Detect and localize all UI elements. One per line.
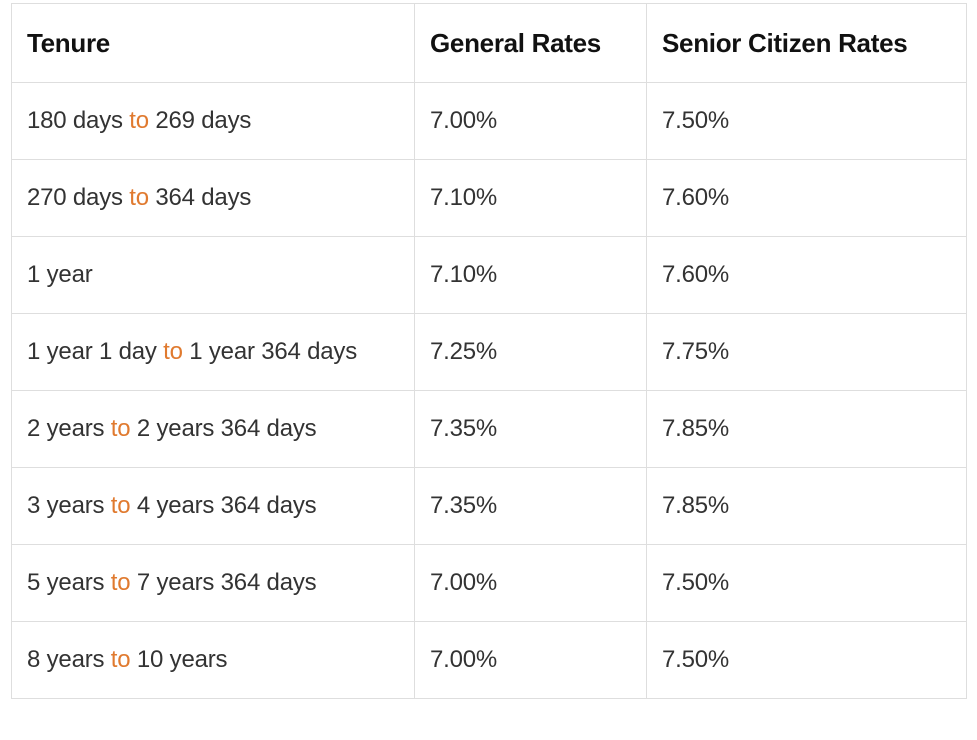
table-body: 180 days to 269 days 7.00% 7.50% 270 days t… bbox=[11, 82, 967, 699]
senior-rate-cell: 7.75% bbox=[646, 313, 967, 391]
tenure-start: 8 years bbox=[27, 646, 105, 673]
senior-rate-cell: 7.60% bbox=[646, 236, 967, 314]
general-rate-cell: 7.35% bbox=[414, 390, 647, 468]
general-rate-cell: 7.10% bbox=[414, 159, 647, 237]
senior-rate-cell: 7.50% bbox=[646, 544, 967, 622]
header-senior-citizen-rates: Senior Citizen Rates bbox=[646, 3, 967, 83]
tenure-cell: 2 years to 2 years 364 days bbox=[11, 390, 415, 468]
senior-rate-cell: 7.50% bbox=[646, 621, 967, 699]
tenure-end: 10 years bbox=[136, 646, 228, 673]
general-rate-cell: 7.00% bbox=[414, 544, 647, 622]
tenure-end: 364 days bbox=[155, 184, 252, 211]
general-rate-cell: 7.00% bbox=[414, 621, 647, 699]
table-row: 3 years to 4 years 364 days 7.35% 7.85% bbox=[11, 467, 967, 545]
tenure-cell: 1 year bbox=[11, 236, 415, 314]
general-rate-cell: 7.35% bbox=[414, 467, 647, 545]
tenure-start: 180 days bbox=[27, 107, 123, 134]
senior-rate-cell: 7.50% bbox=[646, 82, 967, 160]
tenure-cell: 270 days to 364 days bbox=[11, 159, 415, 237]
tenure-start: 1 year bbox=[27, 261, 93, 288]
tenure-to-word: to bbox=[129, 107, 149, 134]
header-row: Tenure General Rates Senior Citizen Rate… bbox=[11, 3, 967, 83]
general-rate-cell: 7.00% bbox=[414, 82, 647, 160]
tenure-end: 2 years 364 days bbox=[136, 415, 317, 442]
fd-rates-table: Tenure General Rates Senior Citizen Rate… bbox=[11, 3, 967, 699]
general-rate-cell: 7.10% bbox=[414, 236, 647, 314]
table-row: 2 years to 2 years 364 days 7.35% 7.85% bbox=[11, 390, 967, 468]
tenure-to-word: to bbox=[110, 569, 131, 596]
tenure-end: 4 years 364 days bbox=[136, 492, 317, 519]
table-row: 180 days to 269 days 7.00% 7.50% bbox=[11, 82, 967, 160]
senior-rate-cell: 7.60% bbox=[646, 159, 967, 237]
table-row: 1 year 7.10% 7.60% bbox=[11, 236, 967, 314]
tenure-start: 2 years bbox=[27, 415, 105, 442]
table-row: 8 years to 10 years 7.00% 7.50% bbox=[11, 621, 967, 699]
tenure-to-word: to bbox=[163, 338, 183, 365]
table-row: 1 year 1 day to 1 year 364 days 7.25% 7.75… bbox=[11, 313, 967, 391]
tenure-start: 1 year 1 day bbox=[27, 338, 157, 365]
tenure-to-word: to bbox=[110, 492, 131, 519]
senior-rate-cell: 7.85% bbox=[646, 467, 967, 545]
tenure-start: 270 days bbox=[27, 184, 123, 211]
tenure-cell: 1 year 1 day to 1 year 364 days bbox=[11, 313, 415, 391]
tenure-start: 3 years bbox=[27, 492, 105, 519]
tenure-cell: 3 years to 4 years 364 days bbox=[11, 467, 415, 545]
senior-rate-cell: 7.85% bbox=[646, 390, 967, 468]
tenure-to-word: to bbox=[110, 646, 131, 673]
header-tenure: Tenure bbox=[11, 3, 415, 83]
tenure-end: 7 years 364 days bbox=[136, 569, 317, 596]
header-general-rates: General Rates bbox=[414, 3, 647, 83]
table-row: 5 years to 7 years 364 days 7.00% 7.50% bbox=[11, 544, 967, 622]
tenure-to-word: to bbox=[110, 415, 131, 442]
tenure-end: 1 year 364 days bbox=[189, 338, 358, 365]
table-header: Tenure General Rates Senior Citizen Rate… bbox=[11, 3, 967, 83]
tenure-cell: 180 days to 269 days bbox=[11, 82, 415, 160]
tenure-to-word: to bbox=[129, 184, 149, 211]
general-rate-cell: 7.25% bbox=[414, 313, 647, 391]
tenure-cell: 5 years to 7 years 364 days bbox=[11, 544, 415, 622]
tenure-cell: 8 years to 10 years bbox=[11, 621, 415, 699]
table-row: 270 days to 364 days 7.10% 7.60% bbox=[11, 159, 967, 237]
tenure-start: 5 years bbox=[27, 569, 105, 596]
tenure-end: 269 days bbox=[155, 107, 252, 134]
